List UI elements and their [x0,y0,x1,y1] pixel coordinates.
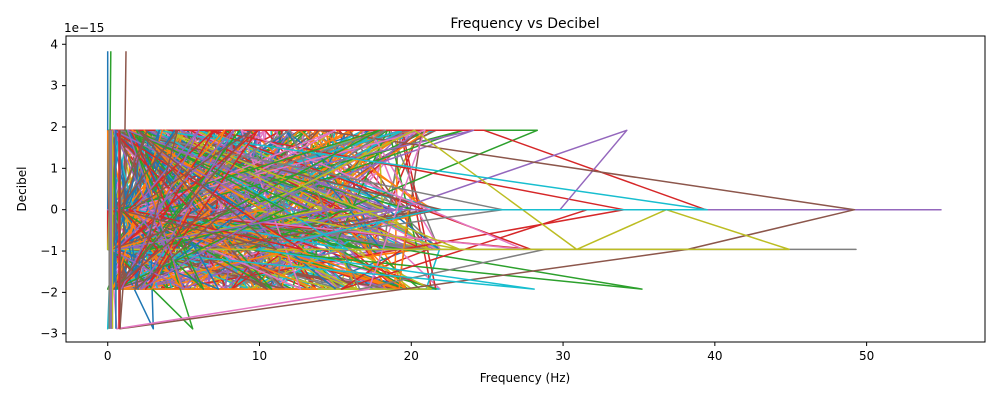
x-tick-label: 20 [404,349,419,363]
x-tick-label: 30 [555,349,570,363]
y-tick-label: 3 [50,79,58,93]
y-axis-label: Decibel [15,167,29,212]
x-tick-label: 50 [859,349,874,363]
x-axis-label: Frequency (Hz) [480,371,571,385]
x-tick-label: 40 [707,349,722,363]
y-tick-label: 1 [50,161,58,175]
x-axis: 0 10 20 30 40 50 [104,342,874,363]
y-axis: −3 −2 −1 0 1 2 3 4 [40,37,66,341]
y-tick-label: −3 [40,327,58,341]
chart-title: Frequency vs Decibel [450,16,599,32]
series-layer [106,51,942,330]
y-tick-label: 2 [50,120,58,134]
y-tick-label: 4 [50,37,58,51]
x-tick-label: 10 [252,349,267,363]
plot-area-frame [65,35,986,343]
y-tick-label: 0 [50,203,58,217]
series-line [110,129,332,290]
x-tick-label: 0 [104,349,112,363]
y-tick-label: −1 [40,244,58,258]
y-tick-label: −2 [40,285,58,299]
y-axis-scale-label: 1e−15 [64,21,104,35]
